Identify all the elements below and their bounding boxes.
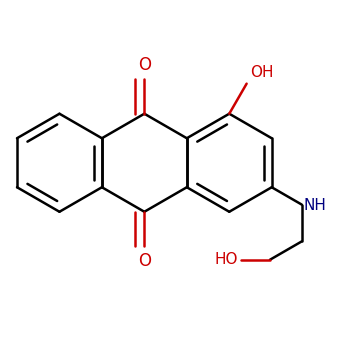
Text: O: O [138, 252, 151, 270]
Text: NH: NH [304, 198, 327, 213]
Text: HO: HO [215, 252, 238, 267]
Text: O: O [138, 56, 151, 74]
Text: OH: OH [250, 65, 273, 80]
